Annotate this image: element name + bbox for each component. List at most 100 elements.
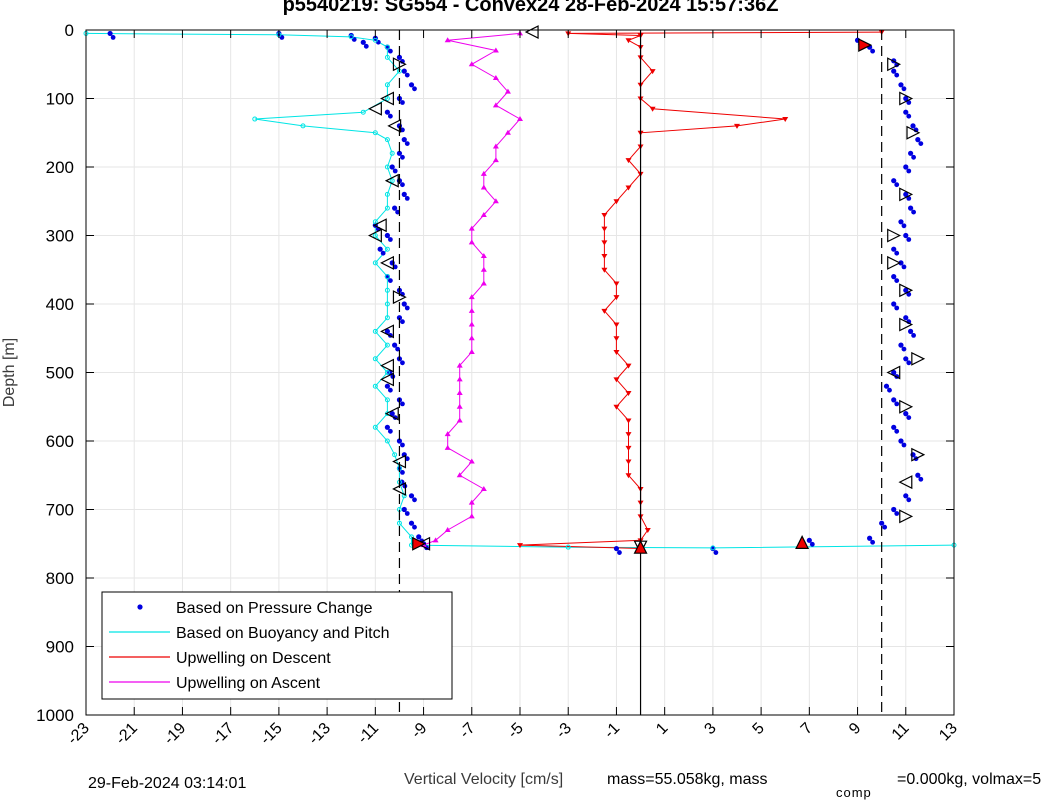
point-pressure_ascent — [898, 342, 904, 348]
point-ascent — [456, 417, 463, 423]
point-descent — [734, 123, 740, 129]
point-pressure_descent — [404, 305, 410, 311]
y-tick-label: 400 — [46, 295, 74, 314]
point-pressure_ascent — [613, 545, 620, 552]
point-buoyancy — [372, 260, 378, 266]
point-pressure_ascent — [906, 415, 912, 420]
point-pressure_ascent — [901, 346, 907, 352]
point-pressure_ascent — [906, 196, 912, 201]
x-tick-label: -3 — [553, 720, 575, 742]
triangle-marker — [887, 255, 902, 270]
point-pressure_descent — [384, 383, 390, 389]
point-descent — [625, 418, 632, 424]
point-buoyancy — [384, 397, 390, 403]
point-ascent — [480, 280, 487, 286]
point-buoyancy — [392, 452, 398, 458]
point-pressure_descent — [400, 154, 405, 160]
point-pressure_descent — [396, 438, 403, 444]
triangle-marker — [392, 290, 407, 305]
point-buoyancy — [372, 37, 378, 43]
triangle-marker — [384, 406, 399, 421]
point-ascent — [480, 266, 487, 272]
point-pressure_descent — [380, 250, 386, 256]
point-buoyancy — [360, 109, 366, 115]
series-line-ascent — [423, 32, 521, 546]
point-descent — [625, 445, 632, 451]
point-pressure_ascent — [809, 541, 815, 547]
point-pressure_descent — [396, 150, 403, 156]
point-pressure_descent — [392, 168, 398, 174]
point-pressure_ascent — [891, 246, 897, 252]
triangle-marker — [886, 365, 901, 380]
point-pressure_ascent — [903, 315, 909, 321]
point-descent — [613, 336, 620, 342]
point-ascent — [444, 527, 451, 533]
y-tick-label: 0 — [65, 21, 74, 40]
point-pressure_descent — [401, 137, 407, 143]
triangle-marker — [887, 57, 902, 72]
point-descent — [613, 281, 620, 287]
point-buoyancy — [384, 342, 390, 348]
point-pressure_ascent — [903, 95, 909, 102]
triangle-marker — [906, 125, 921, 140]
point-descent — [517, 543, 523, 549]
point-pressure_ascent — [894, 278, 900, 283]
point-buoyancy — [384, 370, 390, 375]
point-buoyancy — [384, 287, 390, 293]
triangle-marker — [887, 228, 902, 243]
point-buoyancy — [384, 191, 390, 197]
point-descent — [649, 106, 656, 112]
point-pressure_ascent — [898, 219, 904, 225]
point-pressure_ascent — [906, 360, 912, 366]
point-pressure_ascent — [894, 401, 900, 407]
point-buoyancy — [384, 205, 390, 211]
point-pressure_ascent — [906, 497, 912, 503]
point-descent — [625, 459, 632, 465]
point-pressure_ascent — [891, 68, 897, 74]
point-ascent — [492, 102, 499, 108]
point-pressure_ascent — [903, 493, 909, 499]
x-tick-label: -19 — [161, 720, 189, 748]
point-pressure_ascent — [906, 168, 912, 174]
point-descent — [625, 363, 632, 369]
point-pressure_ascent — [891, 369, 897, 376]
legend-swatch — [137, 604, 143, 610]
triangle-marker — [392, 481, 407, 496]
point-buoyancy — [372, 424, 378, 430]
point-pressure_ascent — [882, 524, 888, 530]
triangle-marker — [416, 536, 431, 551]
point-pressure_descent — [387, 113, 393, 119]
y-tick-label: 100 — [46, 90, 74, 109]
point-ascent — [456, 403, 463, 409]
point-pressure_ascent — [915, 137, 921, 143]
point-ascent — [468, 225, 475, 231]
x-tick-label: -11 — [355, 720, 383, 748]
point-pressure_descent — [384, 328, 390, 334]
point-pressure_ascent — [908, 205, 914, 211]
legend-label: Upwelling on Descent — [176, 650, 331, 667]
point-ascent — [480, 253, 487, 259]
point-pressure_ascent — [898, 82, 904, 88]
x-tick-label: 7 — [798, 720, 816, 738]
point-buoyancy — [710, 545, 716, 551]
point-buoyancy — [384, 315, 390, 321]
point-ascent — [456, 362, 463, 368]
triangle-marker — [387, 118, 402, 133]
point-pressure_descent — [384, 424, 390, 430]
x-tick-label: -5 — [505, 720, 527, 742]
point-pressure_ascent — [867, 535, 873, 541]
y-tick-label: 500 — [46, 364, 74, 383]
point-pressure_ascent — [887, 387, 892, 393]
point-pressure_descent — [400, 442, 405, 448]
point-pressure_ascent — [915, 472, 921, 478]
point-pressure_ascent — [713, 550, 719, 555]
point-pressure_ascent — [911, 209, 916, 215]
point-pressure_descent — [404, 141, 410, 147]
red-triangle-marker — [858, 38, 873, 53]
point-pressure_descent — [348, 32, 354, 39]
point-pressure_descent — [400, 401, 405, 407]
point-ascent — [517, 116, 523, 122]
point-buoyancy — [384, 96, 390, 101]
point-descent — [625, 158, 632, 164]
point-descent — [613, 199, 620, 205]
